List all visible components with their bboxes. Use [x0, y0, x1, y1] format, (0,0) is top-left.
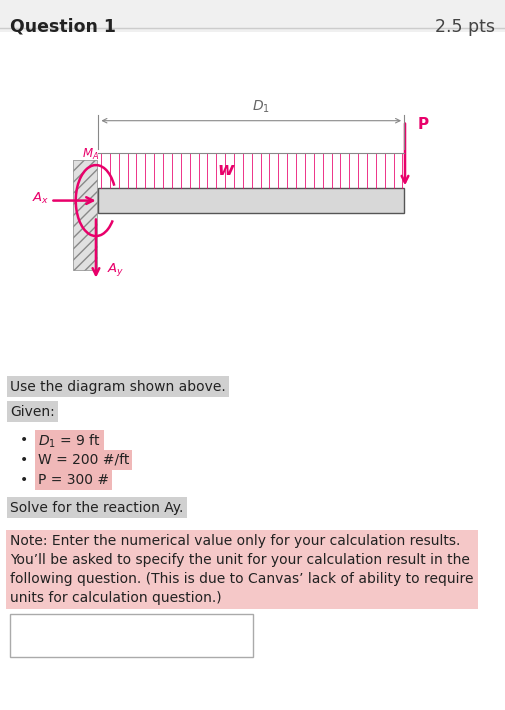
- Text: $A_y$: $A_y$: [107, 261, 124, 278]
- Text: Note: Enter the numerical value only for your calculation results.
You’ll be ask: Note: Enter the numerical value only for…: [10, 534, 474, 605]
- Text: Solve for the reaction Ay.: Solve for the reaction Ay.: [10, 501, 183, 515]
- Text: 2.5 pts: 2.5 pts: [435, 18, 495, 36]
- Bar: [98, 153, 404, 188]
- Text: $M_A$: $M_A$: [82, 146, 99, 161]
- Text: •: •: [20, 453, 28, 467]
- Text: W = 200 #/ft: W = 200 #/ft: [38, 453, 129, 467]
- FancyBboxPatch shape: [10, 614, 252, 657]
- Text: P: P: [418, 116, 429, 132]
- Text: •: •: [20, 433, 28, 447]
- Text: •: •: [20, 473, 28, 487]
- Text: Question 1: Question 1: [10, 18, 116, 36]
- Text: $D_1$: $D_1$: [252, 99, 270, 115]
- Text: w: w: [218, 161, 234, 180]
- Bar: [73, 160, 97, 270]
- Text: $D_1$ = 9 ft: $D_1$ = 9 ft: [38, 433, 101, 451]
- Text: Given:: Given:: [10, 405, 55, 419]
- Text: $A_x$: $A_x$: [32, 191, 49, 206]
- FancyBboxPatch shape: [0, 0, 505, 32]
- Bar: [98, 188, 404, 213]
- Text: Use the diagram shown above.: Use the diagram shown above.: [10, 380, 226, 394]
- Text: P = 300 #: P = 300 #: [38, 473, 109, 487]
